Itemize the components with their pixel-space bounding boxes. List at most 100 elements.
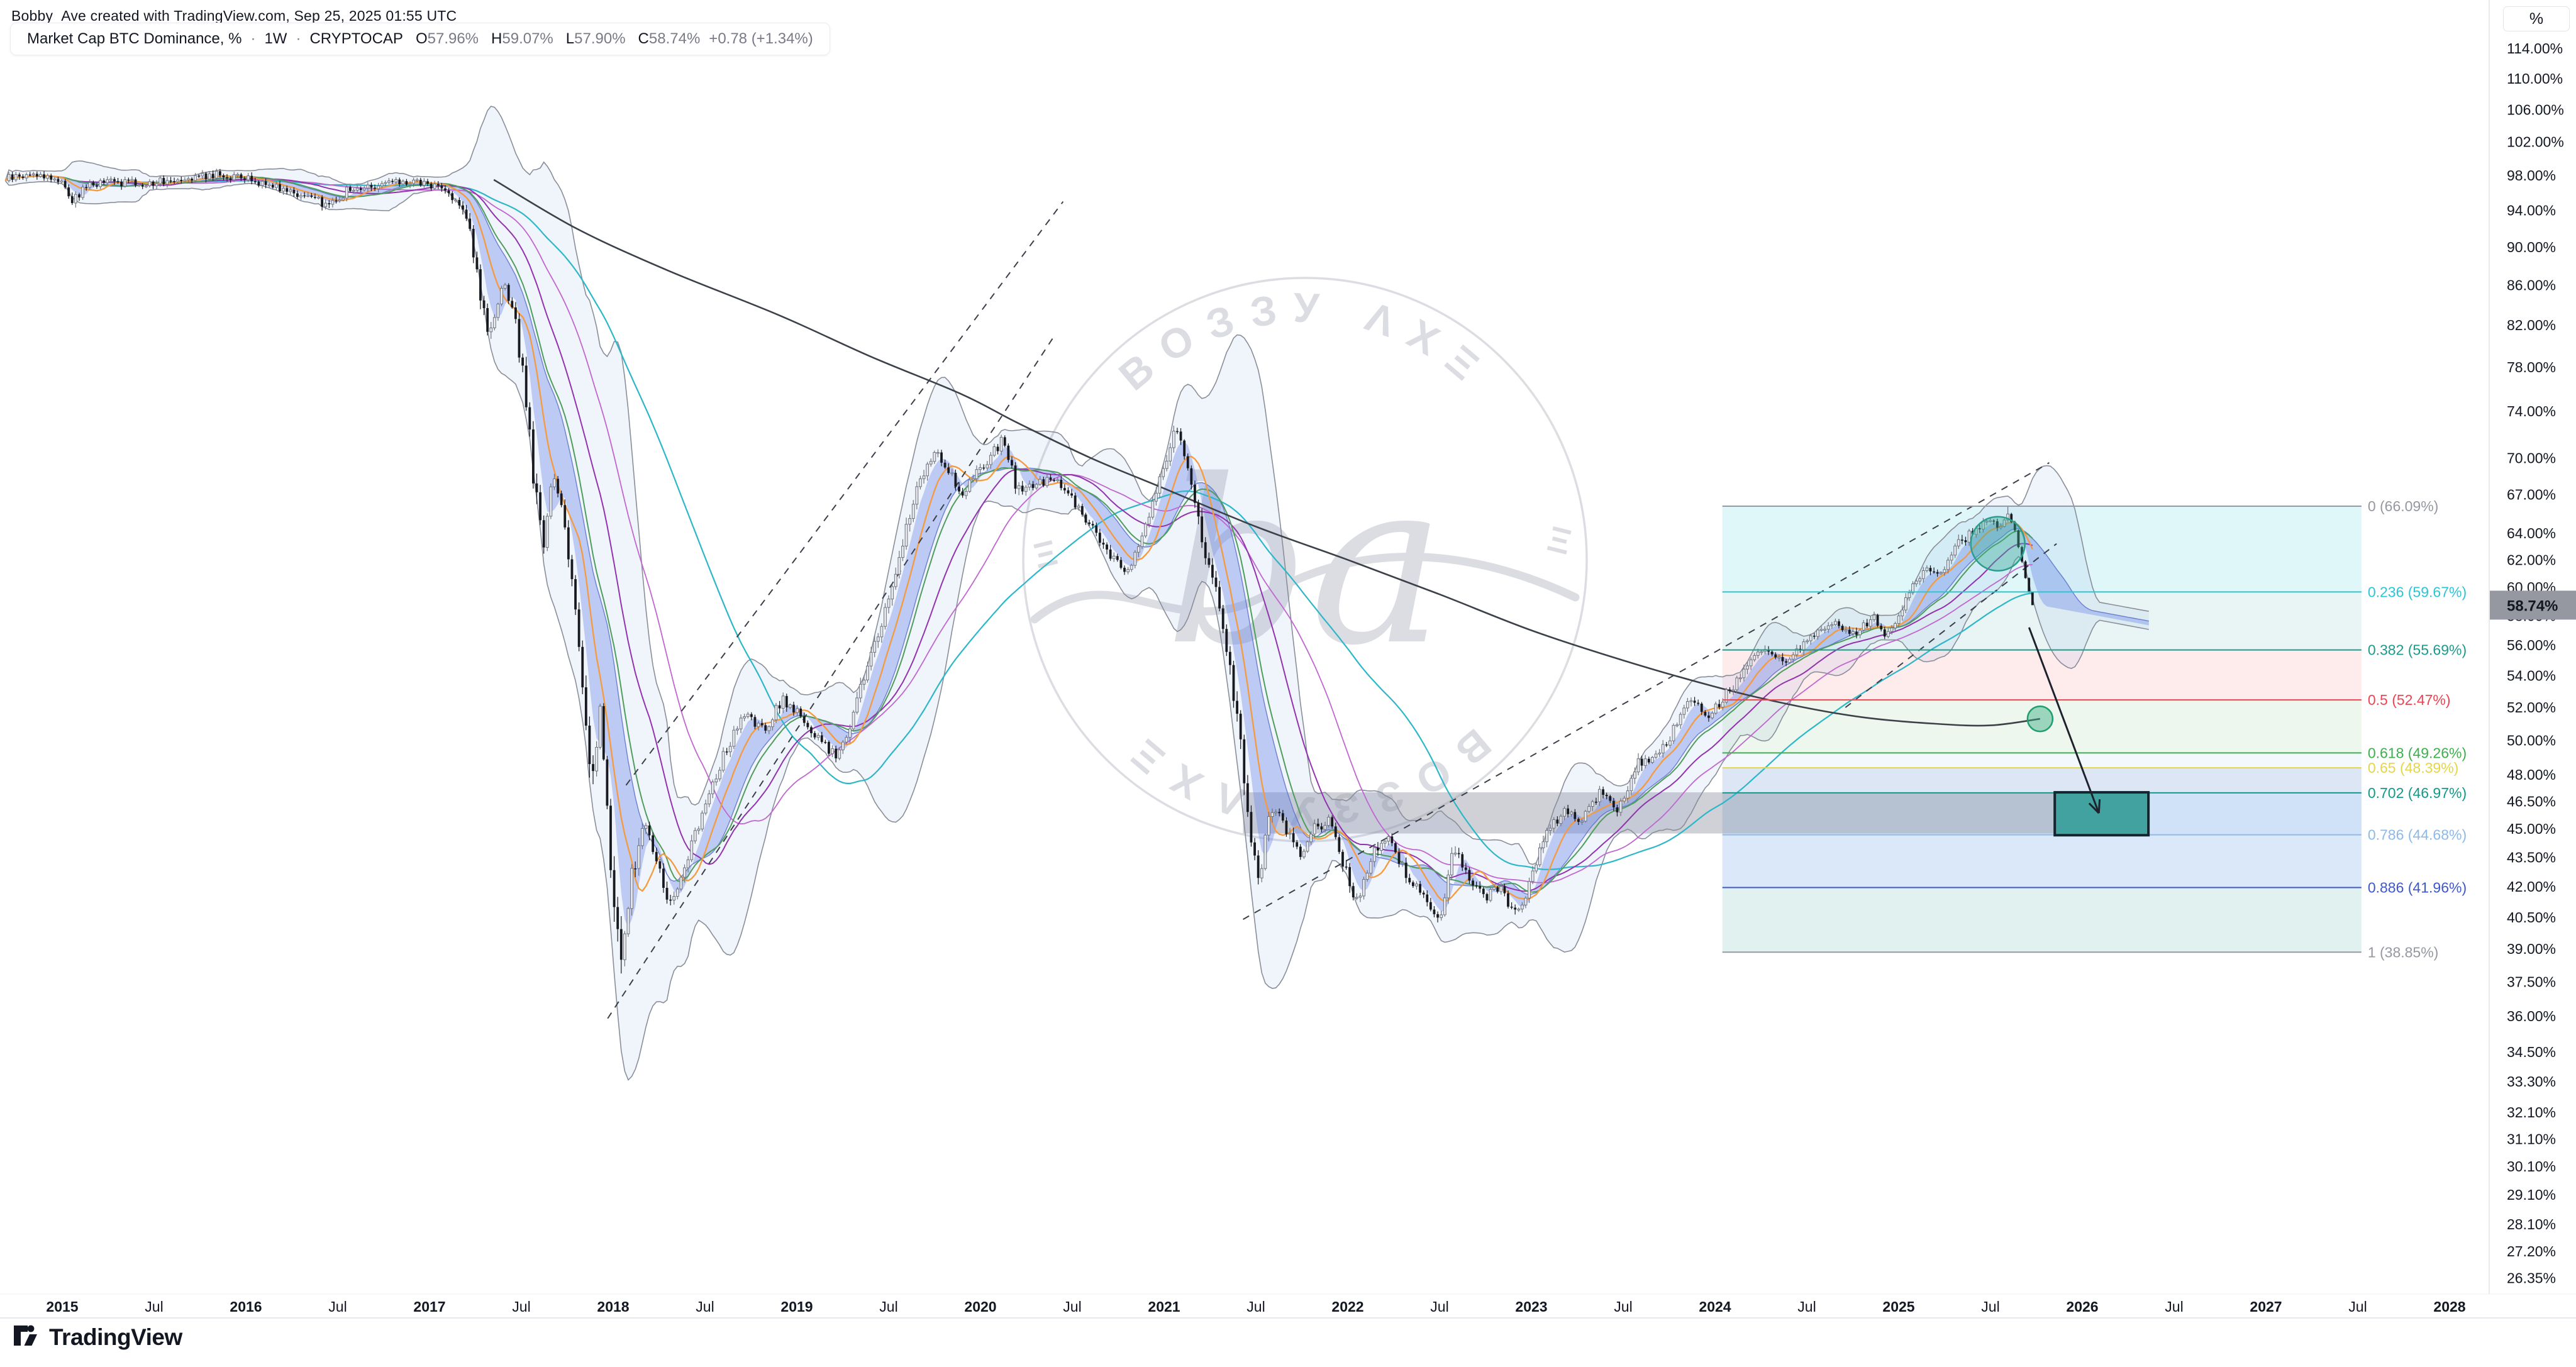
price-tick-label: 110.00% bbox=[2507, 70, 2563, 87]
time-tick-jul: Jul bbox=[328, 1298, 347, 1315]
last-price-badge-label: 58.74% bbox=[2507, 597, 2558, 614]
price-tick-label: 43.50% bbox=[2507, 849, 2556, 865]
price-tick-label: 39.00% bbox=[2507, 941, 2556, 957]
fib-band-0.5 bbox=[1722, 700, 2362, 753]
time-tick-jul: Jul bbox=[1246, 1298, 1265, 1315]
time-tick-year: 2025 bbox=[1882, 1298, 1914, 1315]
credit-line: Bobby_Ave created with TradingView.com, … bbox=[11, 8, 457, 24]
price-tick-label: 62.00% bbox=[2507, 551, 2556, 568]
fib-retracement-lines[interactable]: 0 (66.09%) 0.236 (59.67%) 0.382 (55.69%) 0.… bbox=[1722, 498, 2467, 960]
time-scale[interactable]: 2015 Jul 2016 Jul 2017 Jul 2018 Jul 2019 Jul 2020 J… bbox=[0, 1293, 2576, 1319]
fib-label-0.886: 0.886 (41.96%) bbox=[2368, 880, 2467, 896]
time-tick-jul: Jul bbox=[2348, 1298, 2367, 1315]
time-tick-year: 2022 bbox=[1331, 1298, 1363, 1315]
symbol-title[interactable]: Market Cap BTC Dominance, % bbox=[27, 30, 242, 47]
price-tick-label: 32.10% bbox=[2507, 1104, 2556, 1121]
price-tick-label: 34.50% bbox=[2507, 1044, 2556, 1060]
price-scale-unit-button[interactable]: % bbox=[2503, 6, 2570, 31]
price-tick-label: 56.00% bbox=[2507, 637, 2556, 653]
fib-label-0.5: 0.5 (52.47%) bbox=[2368, 692, 2451, 708]
ma-mid-violet bbox=[4, 175, 2033, 883]
time-tick-jul: Jul bbox=[696, 1298, 714, 1315]
symbol-info-bar[interactable]: Market Cap BTC Dominance, % · 1W · CRYPT… bbox=[10, 23, 830, 55]
time-tick-jul: Jul bbox=[1063, 1298, 1081, 1315]
price-tick-label: 54.00% bbox=[2507, 668, 2556, 684]
projection-arrow[interactable] bbox=[2028, 627, 2100, 814]
fib-label-0.786: 0.786 (44.68%) bbox=[2368, 827, 2467, 843]
watermark-side-glyph: Ξ bbox=[1030, 532, 1061, 576]
price-tick-label: 67.00% bbox=[2507, 487, 2556, 503]
last-price-badge bbox=[2490, 590, 2576, 620]
price-scale[interactable]: 114.00% 110.00% 106.00% 102.00% 98.00% 94.00%… bbox=[2489, 0, 2576, 1367]
time-tick-year: 2015 bbox=[46, 1298, 78, 1315]
fib-label-0.382: 0.382 (55.69%) bbox=[2368, 642, 2467, 658]
ohlc-open: O57.96% bbox=[415, 30, 479, 47]
interval-label[interactable]: 1W bbox=[264, 30, 287, 47]
tradingview-logo[interactable]: TradingView bbox=[13, 1324, 182, 1351]
time-tick-jul: Jul bbox=[1797, 1298, 1816, 1315]
price-tick-label: 102.00% bbox=[2507, 134, 2564, 150]
bollinger-upper-line bbox=[4, 106, 2149, 865]
fib-band-0.382 bbox=[1722, 650, 2362, 700]
price-tick-label: 31.10% bbox=[2507, 1131, 2556, 1147]
price-tick-label: 45.00% bbox=[2507, 821, 2556, 837]
time-tick-year: 2020 bbox=[964, 1298, 996, 1315]
fib-band-0.65 bbox=[1722, 768, 2362, 793]
exchange-label: CRYPTOCAP bbox=[309, 30, 403, 47]
change-value: +0.78 (+1.34%) bbox=[709, 30, 813, 47]
price-tick-label: 36.00% bbox=[2507, 1008, 2556, 1024]
price-tick-label: 94.00% bbox=[2507, 202, 2556, 219]
price-tick-label: 74.00% bbox=[2507, 403, 2556, 419]
dashed-trendline-1[interactable] bbox=[607, 336, 1055, 1019]
highlight-circle-top[interactable] bbox=[1970, 516, 2026, 572]
ohlc-low: L57.90% bbox=[565, 30, 626, 47]
fib-band-0.786 bbox=[1722, 834, 2362, 888]
time-tick-jul: Jul bbox=[1614, 1298, 1632, 1315]
ma-mid-purple bbox=[4, 175, 2033, 892]
watermark-arc-text: ВОЗЗУ ΛXΞ bbox=[1110, 284, 1500, 399]
candlestick-series bbox=[7, 169, 2034, 974]
fib-retracement-bands bbox=[1722, 506, 2362, 953]
price-tick-label: 42.00% bbox=[2507, 878, 2556, 895]
fib-band-0.702 bbox=[1722, 792, 2362, 835]
time-tick-year: 2019 bbox=[780, 1298, 813, 1315]
ma-ribbon-fill bbox=[5, 175, 2149, 927]
price-tick-label: 40.50% bbox=[2507, 909, 2556, 926]
price-tick-label: 48.00% bbox=[2507, 767, 2556, 783]
time-tick-year: 2023 bbox=[1515, 1298, 1547, 1315]
gray-support-zone[interactable] bbox=[1243, 792, 2147, 834]
fib-band-0.886 bbox=[1722, 887, 2362, 953]
dashed-trendline-2[interactable] bbox=[625, 201, 1064, 786]
tradingview-logo-icon bbox=[14, 1325, 37, 1346]
watermark-signature: ba bbox=[1165, 431, 1445, 695]
ohlc-close: C58.74% bbox=[638, 30, 701, 47]
price-tick-label: 114.00% bbox=[2507, 40, 2563, 57]
plot-area[interactable]: 0 (66.09%) 0.236 (59.67%) 0.382 (55.69%) 0.… bbox=[4, 106, 2467, 1081]
fib-label-1: 1 (38.85%) bbox=[2368, 944, 2439, 960]
tradingview-logo-text: TradingView bbox=[49, 1324, 182, 1350]
fib-label-0.65: 0.65 (48.39%) bbox=[2368, 760, 2458, 776]
time-tick-year: 2016 bbox=[230, 1298, 262, 1315]
price-tick-label: 78.00% bbox=[2507, 359, 2556, 375]
ma-long-dark bbox=[493, 179, 2040, 727]
price-tick-label: 27.20% bbox=[2507, 1243, 2556, 1259]
price-tick-label: 82.00% bbox=[2507, 317, 2556, 333]
price-tick-label: 90.00% bbox=[2507, 239, 2556, 255]
price-tick-label: 30.10% bbox=[2507, 1158, 2556, 1175]
target-box[interactable] bbox=[2053, 791, 2150, 837]
dashed-trendline-3[interactable] bbox=[1243, 462, 2050, 920]
time-tick-year: 2021 bbox=[1148, 1298, 1180, 1315]
price-tick-label: 28.10% bbox=[2507, 1216, 2556, 1232]
analyst-drawings[interactable] bbox=[1970, 516, 2150, 837]
fib-label-0.618: 0.618 (49.26%) bbox=[2368, 744, 2467, 761]
fib-label-0: 0 (66.09%) bbox=[2368, 498, 2439, 514]
ohlc-high: H59.07% bbox=[491, 30, 553, 47]
highlight-circle-ma[interactable] bbox=[2026, 705, 2054, 733]
price-tick-label: 46.50% bbox=[2507, 793, 2556, 809]
time-tick-jul: Jul bbox=[145, 1298, 163, 1315]
price-tick-label: 26.35% bbox=[2507, 1270, 2556, 1287]
dashed-trendline-4[interactable] bbox=[1845, 543, 2057, 708]
time-tick-jul: Jul bbox=[879, 1298, 897, 1315]
time-tick-year: 2026 bbox=[2066, 1298, 2098, 1315]
